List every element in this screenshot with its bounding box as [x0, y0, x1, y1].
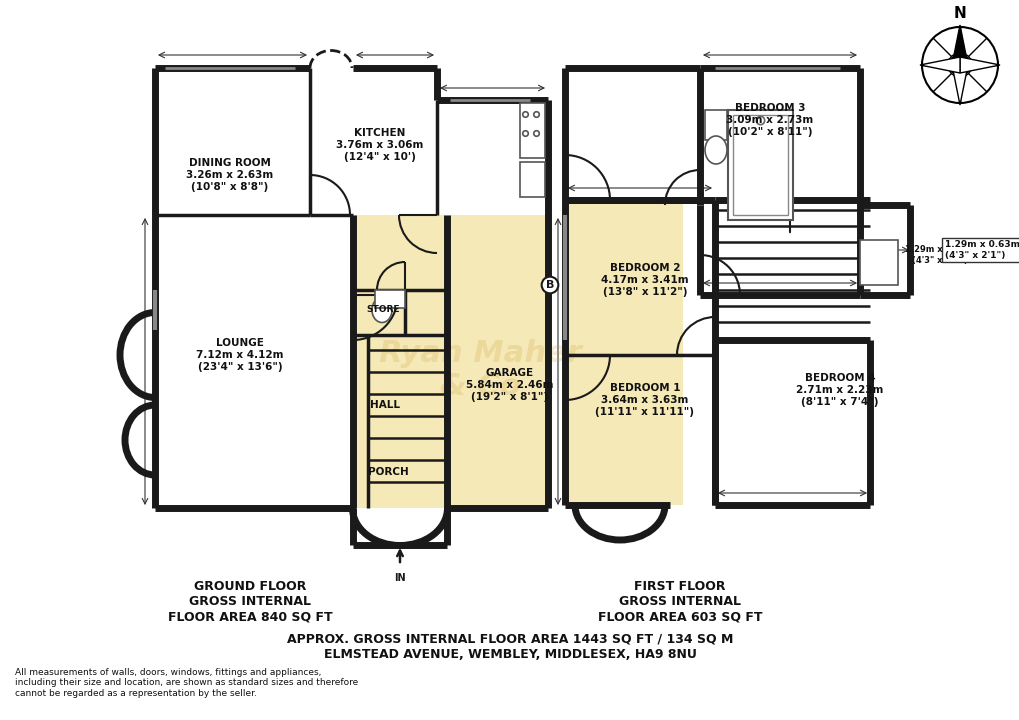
- Text: DINING ROOM
3.26m x 2.63m
(10'8" x 8'8"): DINING ROOM 3.26m x 2.63m (10'8" x 8'8"): [186, 158, 273, 192]
- Bar: [375, 290, 405, 308]
- Bar: [733, 115, 788, 215]
- Text: BEDROOM 4
2.71m x 2.23m
(8'11" x 7'4"): BEDROOM 4 2.71m x 2.23m (8'11" x 7'4"): [796, 374, 882, 407]
- Text: BEDROOM 3
3.09m x 2.73m
(10'2" x 8'11"): BEDROOM 3 3.09m x 2.73m (10'2" x 8'11"): [726, 104, 813, 137]
- Bar: [446, 215, 547, 508]
- Text: LOUNGE
7.12m x 4.12m
(23'4" x 13'6"): LOUNGE 7.12m x 4.12m (23'4" x 13'6"): [196, 338, 283, 372]
- Text: 1.29m x 0.63m
(4'3" x 2'1"): 1.29m x 0.63m (4'3" x 2'1"): [904, 246, 974, 265]
- Polygon shape: [919, 57, 959, 73]
- Bar: [353, 215, 446, 508]
- Polygon shape: [951, 25, 967, 65]
- Text: APPROX. GROSS INTERNAL FLOOR AREA 1443 SQ FT / 134 SQ M
ELMSTEAD AVENUE, WEMBLEY: APPROX. GROSS INTERNAL FLOOR AREA 1443 S…: [286, 633, 733, 661]
- Text: PORCH: PORCH: [367, 467, 408, 477]
- Text: HALL: HALL: [370, 400, 399, 410]
- Text: KITCHEN
3.76m x 3.06m
(12'4" x 10'): KITCHEN 3.76m x 3.06m (12'4" x 10'): [336, 128, 423, 161]
- Text: BEDROOM 2
4.17m x 3.41m
(13'8" x 11'2"): BEDROOM 2 4.17m x 3.41m (13'8" x 11'2"): [600, 264, 688, 297]
- Text: Ryan Maher
& Co: Ryan Maher & Co: [378, 338, 581, 401]
- Text: IN: IN: [393, 573, 406, 583]
- Bar: [520, 103, 544, 158]
- Bar: [859, 240, 897, 285]
- Bar: [704, 110, 727, 140]
- Bar: [728, 110, 792, 220]
- Text: BEDROOM 1
3.64m x 3.63m
(11'11" x 11'11"): BEDROOM 1 3.64m x 3.63m (11'11" x 11'11"…: [595, 383, 694, 417]
- Text: N: N: [953, 6, 965, 20]
- Text: STORE: STORE: [366, 305, 399, 315]
- Polygon shape: [959, 57, 999, 73]
- Bar: [565, 200, 683, 505]
- Text: GARAGE
5.84m x 2.46m
(19'2" x 8'1"): GARAGE 5.84m x 2.46m (19'2" x 8'1"): [466, 369, 553, 402]
- Text: All measurements of walls, doors, windows, fittings and appliances,
including th: All measurements of walls, doors, window…: [15, 668, 358, 698]
- Text: GROUND FLOOR
GROSS INTERNAL
FLOOR AREA 840 SQ FT: GROUND FLOOR GROSS INTERNAL FLOOR AREA 8…: [167, 580, 332, 623]
- Polygon shape: [951, 65, 967, 105]
- Ellipse shape: [704, 136, 727, 164]
- Text: FIRST FLOOR
GROSS INTERNAL
FLOOR AREA 603 SQ FT: FIRST FLOOR GROSS INTERNAL FLOOR AREA 60…: [597, 580, 761, 623]
- Text: B: B: [545, 280, 553, 290]
- Bar: [520, 162, 544, 197]
- Ellipse shape: [372, 297, 391, 323]
- Text: 1.29m x 0.63m
(4'3" x 2'1"): 1.29m x 0.63m (4'3" x 2'1"): [944, 240, 1019, 260]
